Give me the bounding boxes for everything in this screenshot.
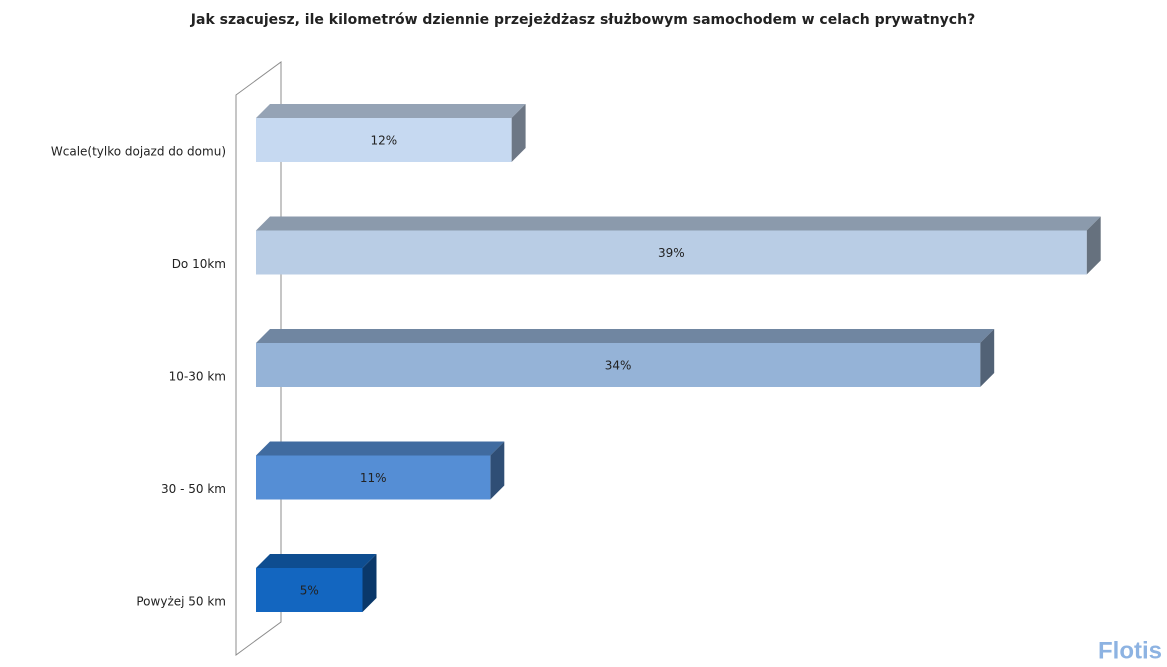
category-label: 30 - 50 km: [161, 482, 226, 496]
bar-top: [256, 329, 995, 343]
bar-side: [362, 554, 377, 612]
bar-side: [490, 441, 505, 500]
bar-side: [980, 329, 995, 387]
bar-side: [1086, 216, 1101, 275]
bar: [256, 230, 1087, 275]
bar: [256, 343, 981, 387]
category-label: Powyżej 50 km: [136, 595, 226, 609]
category-label: Do 10km: [172, 257, 226, 271]
category-label: Wcale(tylko dojazd do domu): [51, 145, 226, 159]
category-label: 10-30 km: [169, 370, 226, 384]
bar-top: [256, 441, 505, 456]
chart-title: Jak szacujesz, ile kilometrów dziennie p…: [190, 12, 975, 28]
value-label: 34%: [605, 359, 632, 373]
value-label: 39%: [658, 246, 685, 260]
value-label: 5%: [300, 584, 319, 598]
watermark: Flotis: [1098, 637, 1162, 664]
bar: [256, 118, 512, 162]
bar: [256, 455, 491, 500]
value-label: 12%: [370, 134, 397, 148]
bar-top: [256, 104, 526, 118]
bar: [256, 568, 363, 612]
bar-top: [256, 554, 377, 568]
bar-side: [511, 104, 526, 162]
value-label: 11%: [360, 471, 387, 485]
bar-top: [256, 216, 1101, 231]
